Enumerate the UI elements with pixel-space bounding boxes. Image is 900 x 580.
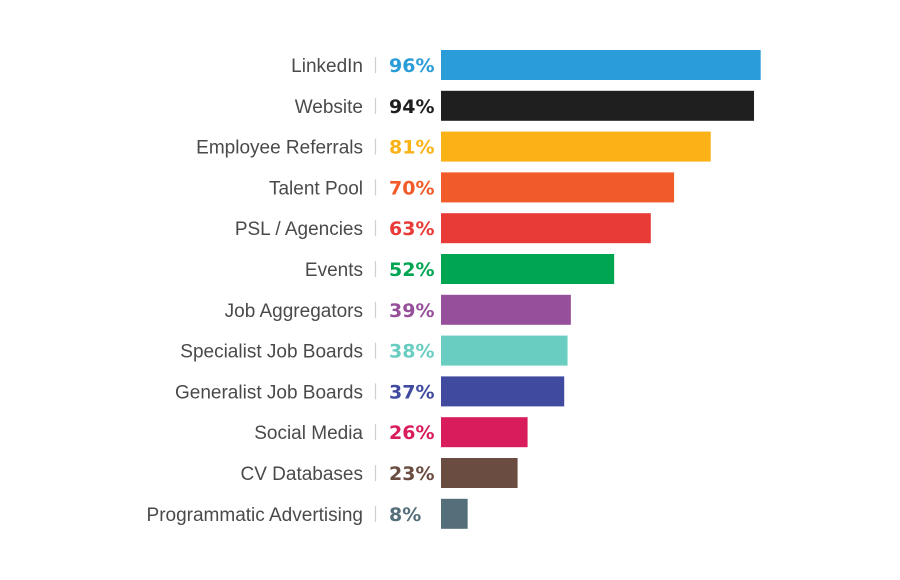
bar [441,376,565,407]
category-label: Job Aggregators [225,301,363,322]
value-label: 94% [389,96,434,118]
bar [441,131,711,162]
bar [441,335,568,366]
value-label: 96% [389,55,434,77]
category-label: Events [305,260,363,281]
value-label: 8% [389,504,421,526]
category-label: LinkedIn [291,56,363,77]
value-label: 23% [389,463,434,485]
category-label: Social Media [254,423,363,444]
category-label: PSL / Agencies [235,219,363,240]
value-label: 52% [389,259,434,281]
category-label: CV Databases [240,464,363,485]
bar [441,254,615,284]
category-label: Specialist Job Boards [180,342,363,363]
value-label: 26% [389,422,434,444]
value-label: 63% [389,218,434,240]
value-label: 81% [389,137,434,159]
category-label: Website [295,97,363,118]
category-label: Programmatic Advertising [147,505,363,526]
value-label: 39% [389,300,434,322]
bar [441,498,468,529]
category-label: Generalist Job Boards [175,382,363,403]
bar [441,294,571,325]
bar [441,417,528,448]
value-label: 38% [389,341,434,363]
bar [441,90,755,121]
bar [441,213,651,244]
category-label: Employee Referrals [196,138,363,159]
value-label: 37% [389,381,434,403]
bar [441,458,518,488]
value-label: 70% [389,177,434,199]
category-label: Talent Pool [269,178,363,199]
bar [441,172,675,203]
bar [441,50,761,80]
